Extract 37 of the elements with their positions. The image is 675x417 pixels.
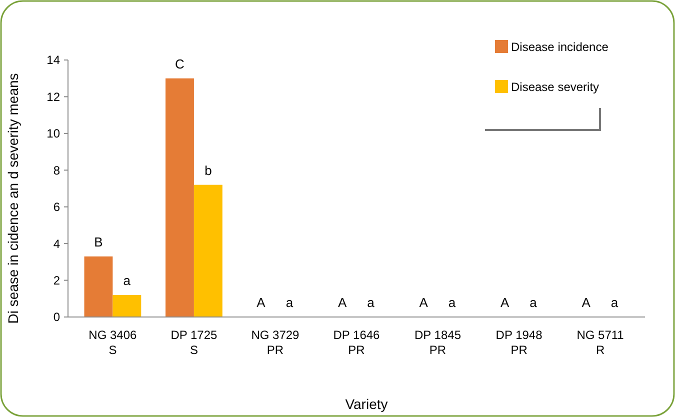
x-tick-label: NG 5711 R [576,328,624,357]
y-axis-title: Di sease in cidence an d severity means [5,73,21,324]
y-tick-label: 8 [53,163,60,178]
y-tick-label: 10 [46,126,60,141]
annotation: a [367,295,376,310]
annotation: A [500,295,510,310]
x-tick-label: DP 1725 S [170,328,218,357]
x-axis-title: Variety [345,396,388,412]
annotation: a [448,295,456,310]
annotation: C [175,56,184,72]
annotation: A [338,295,347,310]
annotation: a [123,272,132,288]
y-tick-label: 14 [46,53,60,68]
annotation: a [530,295,538,310]
annotation: A [256,295,266,310]
y-tick-label: 2 [53,273,60,288]
bar [112,294,142,317]
annotation: B [94,234,103,250]
annotation: A [582,295,591,310]
annotation: A [419,295,428,310]
bar [166,78,194,317]
annotation: b [204,162,212,178]
y-tick-label: 0 [53,310,60,324]
legend-label: Disease incidence [511,40,609,54]
y-tick-label: 4 [53,236,60,251]
legend-label: Disease severity [511,80,600,94]
x-tick-label: DP 1845 PR [414,328,462,357]
y-tick-label: 12 [46,90,60,104]
x-tick-label: DP 1646 PR [333,328,380,357]
bar [194,184,222,317]
y-tick-label: 6 [53,200,60,214]
x-tick-label: NG 3729 PR [251,328,300,357]
x-tick-label: NG 3406 S [88,328,138,357]
x-tick-label: DP 1948 PR [496,328,543,357]
annotation: a [610,295,619,310]
bar [84,256,113,317]
annotation: a [286,295,294,310]
